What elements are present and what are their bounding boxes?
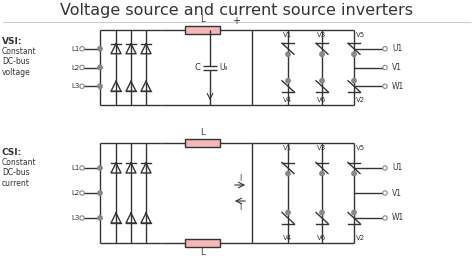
Text: Voltage source and current source inverters: Voltage source and current source invert… <box>61 3 413 18</box>
Circle shape <box>98 216 102 220</box>
Text: L: L <box>200 248 205 257</box>
Text: V3: V3 <box>318 145 327 151</box>
Circle shape <box>80 65 84 70</box>
Text: U1: U1 <box>392 164 402 172</box>
Text: V5: V5 <box>356 145 365 151</box>
Bar <box>185 139 220 147</box>
Text: W1: W1 <box>392 82 404 91</box>
Circle shape <box>383 65 387 70</box>
Circle shape <box>80 47 84 51</box>
Text: V6: V6 <box>318 235 327 241</box>
Text: V1: V1 <box>392 189 402 197</box>
Text: L: L <box>200 128 205 137</box>
Circle shape <box>320 52 324 56</box>
Text: W1: W1 <box>392 214 404 222</box>
Circle shape <box>352 78 356 83</box>
Circle shape <box>80 84 84 89</box>
Circle shape <box>383 47 387 51</box>
Text: V6: V6 <box>318 97 327 103</box>
Text: U₉: U₉ <box>219 63 228 72</box>
Circle shape <box>383 191 387 195</box>
Circle shape <box>98 191 102 195</box>
Circle shape <box>352 52 356 56</box>
Circle shape <box>98 166 102 170</box>
Circle shape <box>286 52 290 56</box>
Text: V4: V4 <box>283 235 292 241</box>
Text: L: L <box>200 15 205 24</box>
Text: Constant
DC-bus
current: Constant DC-bus current <box>2 158 36 188</box>
Circle shape <box>320 210 324 215</box>
Text: I: I <box>239 203 241 212</box>
Circle shape <box>383 216 387 220</box>
Text: V1: V1 <box>392 63 402 72</box>
Circle shape <box>80 191 84 195</box>
Circle shape <box>98 84 102 89</box>
Text: V5: V5 <box>356 32 365 38</box>
Circle shape <box>320 171 324 176</box>
Text: I: I <box>239 174 241 183</box>
Bar <box>185 239 220 247</box>
Text: L1: L1 <box>72 165 80 171</box>
Circle shape <box>80 216 84 220</box>
Circle shape <box>98 65 102 70</box>
Circle shape <box>320 78 324 83</box>
Text: V1: V1 <box>283 32 292 38</box>
Circle shape <box>286 78 290 83</box>
Text: V2: V2 <box>356 97 365 103</box>
Circle shape <box>383 84 387 89</box>
Circle shape <box>286 210 290 215</box>
Text: L3: L3 <box>72 215 80 221</box>
Circle shape <box>286 171 290 176</box>
Circle shape <box>98 47 102 51</box>
Text: Constant
DC-bus
voltage: Constant DC-bus voltage <box>2 47 36 77</box>
Circle shape <box>352 210 356 215</box>
Text: V1: V1 <box>283 145 292 151</box>
Circle shape <box>383 166 387 170</box>
Text: V3: V3 <box>318 32 327 38</box>
Text: V4: V4 <box>283 97 292 103</box>
Text: +: + <box>232 16 240 26</box>
Text: L2: L2 <box>72 190 80 196</box>
Circle shape <box>352 171 356 176</box>
Text: C: C <box>194 63 200 72</box>
Text: V2: V2 <box>356 235 365 241</box>
Text: L2: L2 <box>72 64 80 70</box>
Text: L1: L1 <box>72 46 80 52</box>
Text: VSI:: VSI: <box>2 37 22 46</box>
Text: L3: L3 <box>72 83 80 89</box>
Text: U1: U1 <box>392 44 402 53</box>
Text: CSI:: CSI: <box>2 148 22 157</box>
Bar <box>185 26 220 34</box>
Circle shape <box>80 166 84 170</box>
